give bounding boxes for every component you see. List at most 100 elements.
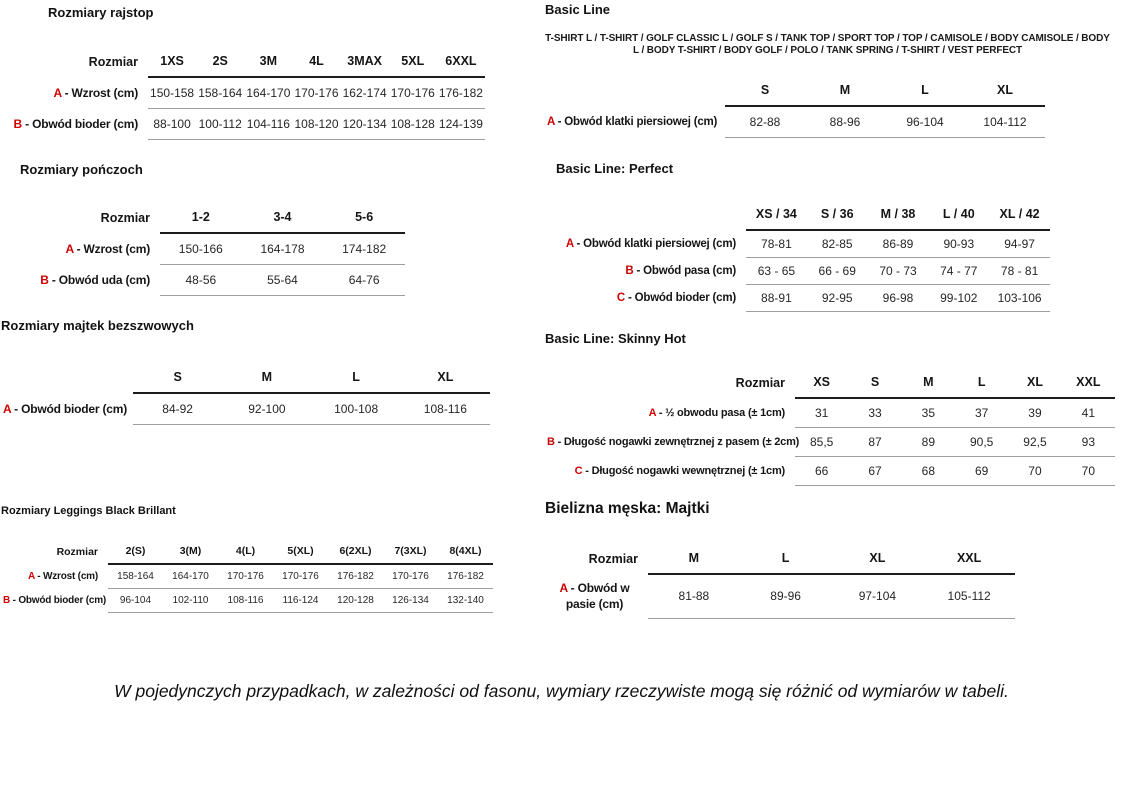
size-value: 74 - 77 [928, 257, 990, 285]
size-value: 96-104 [885, 106, 965, 138]
size-value: 124-139 [436, 108, 485, 140]
table-row: B - Obwód uda (cm) 48-56 55-64 64-76 [20, 264, 405, 296]
column-header: XL [400, 366, 490, 394]
column-header: S [133, 366, 223, 394]
size-value: 99-102 [928, 284, 990, 312]
dimension-letter: B [13, 117, 23, 131]
column-header: 6XXL [436, 50, 485, 78]
column-header: L [311, 366, 401, 394]
section-rozmiary-leggings: Rozmiary Leggings Black Brillant Rozmiar… [1, 505, 493, 613]
size-table-ponczochy: Rozmiar 1-2 3-4 5-6 A - Wzrost (cm) 150-166 16… [20, 206, 405, 296]
size-value: 67 [848, 456, 902, 486]
size-value: 88-91 [746, 284, 807, 312]
table-row: A - Wzrost (cm) 150-158 158-164 164-170 170-… [7, 77, 485, 109]
column-header: 1-2 [160, 206, 242, 234]
size-value: 108-120 [292, 108, 341, 140]
size-value: 94-97 [989, 230, 1050, 258]
size-table: Rozmiar 1XS 2S 3M 4L 3MAX 5XL 6XXL A - Wzrost (c… [7, 50, 485, 140]
size-value: 33 [848, 398, 902, 428]
size-value: 81-88 [648, 574, 740, 619]
size-value: 92-95 [806, 284, 868, 312]
size-value: 88-100 [148, 108, 197, 140]
size-value: 78-81 [746, 230, 807, 258]
size-value: 108-128 [388, 108, 437, 140]
size-table-rajstop: Rozmiar 1XS 2S 3M 4L 3MAX 5XL 6XXL A - Wzrost (c… [7, 50, 485, 140]
column-header: XXL [923, 547, 1015, 575]
table-row: C - Obwód bioder (cm) 88-91 92-95 96-98 99-1… [556, 284, 1050, 312]
row-label: C - Długość nogawki wewnętrznej (± 1cm) [574, 465, 786, 477]
section-rozmiary-majtek-bezszwowych: Rozmiary majtek bezszwowych S M L XL A - Obw… [1, 318, 490, 425]
column-header: M [805, 79, 885, 107]
size-value: 70 - 73 [867, 257, 929, 285]
table-row: C - Długość nogawki wewnętrznej (± 1cm) 6… [545, 456, 1115, 486]
row-label: B - Obwód pasa (cm) [625, 265, 736, 277]
dimension-letter: B [3, 595, 11, 606]
dimension-letter: A [3, 401, 12, 416]
column-header: 5-6 [323, 206, 405, 234]
size-value: 104-112 [965, 106, 1045, 138]
size-value: 78 - 81 [989, 257, 1050, 285]
size-table: Rozmiar 2(S) 3(M) 4(L) 5(XL) 6(2XL) 7(3XL) 8(4X… [1, 541, 493, 613]
size-value: 108-116 [218, 588, 273, 613]
size-value: 66 [795, 456, 849, 486]
size-table: Rozmiar M L XL XXL A - Obwód w pasie (cm) 81-8… [545, 547, 1015, 619]
size-value: 150-166 [160, 233, 242, 265]
size-table: Rozmiar 1-2 3-4 5-6 A - Wzrost (cm) 150-166 16… [20, 206, 405, 296]
column-header: 3MAX [340, 50, 389, 78]
size-value: 164-170 [244, 77, 293, 109]
column-header: XL / 42 [989, 203, 1050, 231]
size-value: 170-176 [383, 564, 438, 589]
size-value: 102-110 [163, 588, 218, 613]
corner-label: Rozmiar [100, 210, 150, 225]
dimension-letter: A [28, 570, 35, 582]
size-value: 31 [795, 398, 849, 428]
size-value: 48-56 [160, 264, 242, 296]
size-table-basic-line: S M L XL A - Obwód klatki piersiowej (cm) 82-… [545, 79, 1110, 138]
size-table-perfect: XS / 34 S / 36 M / 38 L / 40 XL / 42 A - Obwó… [556, 203, 1050, 312]
row-label: A - Obwód w pasie (cm) [559, 581, 630, 612]
row-label: B - Obwód uda (cm) [40, 273, 150, 287]
size-value: 88-96 [805, 106, 885, 138]
size-value: 108-116 [400, 393, 490, 425]
dimension-letter: C [574, 465, 583, 477]
size-value: 64-76 [323, 264, 405, 296]
size-table: Rozmiar XS S M L XL XXL A - ½ obwodu pasa (± 1c… [545, 371, 1115, 486]
table-row: A - Obwód bioder (cm) 84-92 92-100 100-108 1… [1, 393, 490, 425]
disclaimer-note: W pojedynczych przypadkach, w zależności… [114, 681, 1009, 701]
column-header: 1XS [148, 50, 197, 78]
section-title: Bielizna męska: Majtki [545, 500, 710, 517]
size-value: 86-89 [867, 230, 929, 258]
row-label: B - Obwód bioder (cm) [13, 117, 139, 131]
table-row: A - Obwód klatki piersiowej (cm) 82-88 88-… [545, 106, 1045, 138]
section-basic-line-perfect: Basic Line: Perfect XS / 34 S / 36 M / 38 L… [556, 161, 1050, 312]
size-table-leggings: Rozmiar 2(S) 3(M) 4(L) 5(XL) 6(2XL) 7(3XL) 8(4X… [1, 541, 493, 613]
table-row: B - Obwód bioder (cm) 96-104 102-110 108-11… [1, 588, 493, 613]
size-value: 158-164 [108, 564, 163, 589]
size-value: 164-178 [241, 233, 324, 265]
size-value: 164-170 [163, 564, 218, 589]
corner-label: Rozmiar [735, 375, 785, 390]
size-value: 35 [901, 398, 955, 428]
table-row: A - Obwód w pasie (cm) 81-88 89-96 97-104 10… [545, 574, 1015, 619]
section-title: Rozmiary majtek bezszwowych [1, 318, 194, 333]
row-label: A - Obwód bioder (cm) [3, 401, 128, 416]
corner-label [1, 366, 133, 393]
dimension-letter: B [547, 436, 555, 448]
section-basic-line-skinny-hot: Basic Line: Skinny Hot Rozmiar XS S M L XL XXL… [545, 331, 1115, 486]
size-table-bielizna-meska: Rozmiar M L XL XXL A - Obwód w pasie (cm) 81-8… [545, 547, 1015, 619]
size-value: 68 [901, 456, 955, 486]
size-value: 92-100 [222, 393, 312, 425]
size-value: 176-182 [328, 564, 383, 589]
column-header: M / 38 [867, 203, 929, 231]
section-rozmiary-ponczoch: Rozmiary pończoch Rozmiar 1-2 3-4 5-6 A - Wz… [20, 162, 405, 296]
size-value: 100-108 [311, 393, 401, 425]
section-title: Rozmiary rajstop [48, 5, 154, 20]
section-bielizna-meska: Bielizna męska: Majtki Rozmiar M L XL XXL A -… [545, 500, 1015, 619]
size-value: 97-104 [831, 574, 924, 619]
size-value: 170-176 [388, 77, 437, 109]
size-value: 150-158 [148, 77, 197, 109]
dimension-letter: A [53, 85, 62, 100]
section-title: Basic Line: Perfect [556, 161, 674, 176]
size-table: XS / 34 S / 36 M / 38 L / 40 XL / 42 A - Obwó… [556, 203, 1050, 312]
size-value: 92,5 [1008, 427, 1062, 457]
